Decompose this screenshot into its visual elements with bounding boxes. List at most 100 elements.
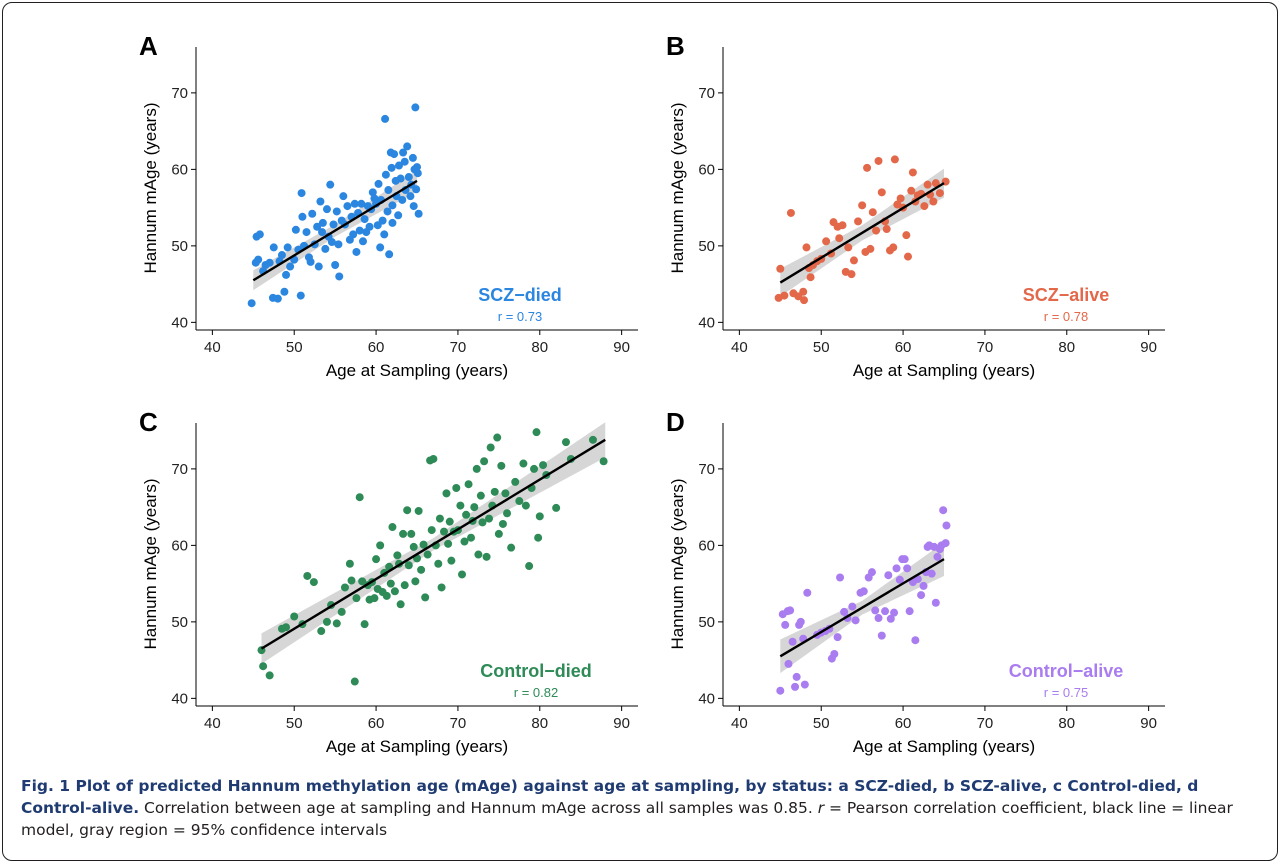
data-point xyxy=(413,163,421,172)
x-tick-label: 50 xyxy=(813,715,830,732)
y-tick-label: 60 xyxy=(698,537,715,554)
x-tick-label: 90 xyxy=(1140,715,1157,732)
data-point xyxy=(519,459,528,468)
data-point xyxy=(442,489,451,498)
x-tick-label: 80 xyxy=(531,715,548,732)
data-point xyxy=(486,443,495,452)
y-tick-label: 60 xyxy=(698,161,715,178)
data-point xyxy=(352,247,361,256)
group-label: Control−died xyxy=(480,661,592,681)
data-point xyxy=(409,542,418,551)
x-tick-label: 60 xyxy=(895,339,912,356)
data-point xyxy=(331,260,340,269)
data-point xyxy=(490,487,499,496)
data-point xyxy=(412,185,421,194)
data-point xyxy=(802,243,811,252)
data-point xyxy=(358,577,367,586)
data-point xyxy=(868,208,877,217)
data-point xyxy=(903,564,912,573)
data-point xyxy=(400,157,409,166)
data-point xyxy=(282,270,291,279)
data-point xyxy=(498,519,507,528)
data-point xyxy=(350,677,359,686)
data-point xyxy=(384,186,393,195)
data-point xyxy=(355,493,364,502)
data-point xyxy=(437,583,446,592)
y-tick-label: 40 xyxy=(171,314,188,331)
data-point xyxy=(890,608,899,617)
data-point xyxy=(521,501,530,510)
data-point xyxy=(844,243,853,252)
data-point xyxy=(458,570,467,579)
data-point xyxy=(858,201,867,210)
data-point xyxy=(322,617,331,626)
r-label: r = 0.78 xyxy=(1044,309,1088,324)
data-point xyxy=(339,192,348,201)
data-point xyxy=(404,561,413,570)
data-point xyxy=(357,199,366,208)
r-label: r = 0.75 xyxy=(1044,685,1088,700)
x-axis-label: Age at Sampling (years) xyxy=(853,361,1035,380)
data-point xyxy=(355,226,364,235)
data-point xyxy=(308,209,317,218)
data-point xyxy=(313,222,322,231)
data-point xyxy=(866,244,875,253)
data-point xyxy=(919,581,928,590)
data-point xyxy=(867,568,876,577)
data-point xyxy=(552,503,561,512)
data-point xyxy=(282,623,291,632)
fit-line xyxy=(252,179,418,282)
r-label: r = 0.73 xyxy=(498,309,542,324)
data-point xyxy=(396,600,405,609)
y-tick-label: 70 xyxy=(171,461,188,478)
data-point xyxy=(269,243,278,252)
data-point xyxy=(460,537,469,546)
data-point xyxy=(360,215,369,224)
data-point xyxy=(259,662,268,671)
data-point xyxy=(423,550,432,559)
data-point xyxy=(515,497,524,506)
x-tick-label: 60 xyxy=(368,339,385,356)
fit-line xyxy=(779,558,945,658)
y-tick-label: 40 xyxy=(698,314,715,331)
data-point xyxy=(400,581,409,590)
data-point xyxy=(247,299,256,308)
data-point xyxy=(414,506,423,515)
data-point xyxy=(411,103,420,112)
data-point xyxy=(905,607,914,616)
data-point xyxy=(290,612,299,621)
caption-text-2: = Pearson correlation coefficient, black… xyxy=(21,799,1233,839)
data-point xyxy=(277,251,286,260)
data-point xyxy=(337,607,346,616)
data-point xyxy=(799,287,808,296)
data-point xyxy=(352,594,361,603)
figure-caption: Fig. 1 Plot of predicted Hannum methylat… xyxy=(21,775,1271,841)
data-point xyxy=(273,294,282,303)
data-point xyxy=(511,477,520,486)
data-point xyxy=(334,240,343,249)
data-point xyxy=(464,480,473,489)
data-point xyxy=(525,562,534,571)
data-point xyxy=(372,555,381,564)
y-tick-label: 60 xyxy=(171,161,188,178)
data-point xyxy=(907,186,916,195)
data-point xyxy=(847,270,856,279)
data-point xyxy=(387,163,396,172)
data-point xyxy=(309,578,318,587)
data-point xyxy=(476,491,485,500)
y-tick-label: 50 xyxy=(171,238,188,255)
data-point xyxy=(382,591,391,600)
data-point xyxy=(931,179,940,188)
panel-letter: A xyxy=(139,31,158,61)
data-point xyxy=(892,564,901,573)
data-point xyxy=(403,142,412,151)
x-tick-label: 50 xyxy=(286,339,303,356)
data-point xyxy=(376,541,385,550)
data-point xyxy=(780,291,789,300)
data-point xyxy=(327,238,336,247)
data-point xyxy=(376,243,385,252)
data-point xyxy=(280,287,289,296)
data-point xyxy=(302,228,311,237)
y-axis-label: Hannum mAge (years) xyxy=(141,478,160,649)
data-point xyxy=(329,220,338,229)
